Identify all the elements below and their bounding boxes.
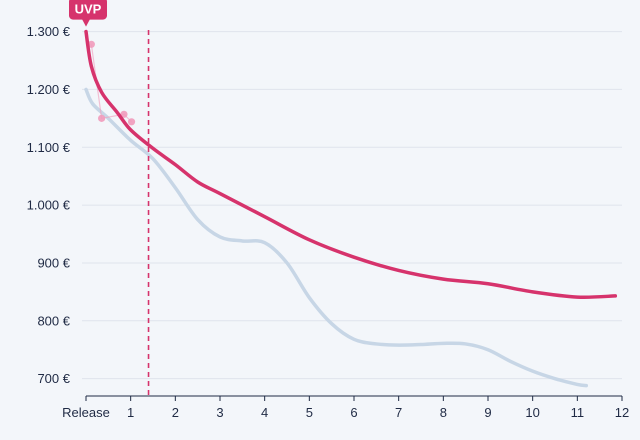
axes: 700 € 800 € 900 € 1.000 € 1.100 € 1.200 € 1.30…	[27, 24, 630, 420]
x-tick-label: Release	[62, 405, 110, 420]
x-tick-label: 6	[350, 405, 357, 420]
secondary-series-line	[84, 87, 589, 388]
x-tick-label: 5	[306, 405, 313, 420]
series	[84, 29, 618, 388]
primary-series-line	[84, 29, 618, 299]
x-tick-label: 8	[440, 405, 447, 420]
x-tick-label: 7	[395, 405, 402, 420]
x-tick-label: 10	[525, 405, 539, 420]
x-tick-label: 2	[172, 405, 179, 420]
overlays: UVP	[69, 0, 150, 396]
y-tick-label: 1.000 €	[27, 198, 71, 213]
uvp-badge-bg	[69, 0, 107, 20]
grid	[82, 31, 622, 380]
y-tick-label: 800 €	[37, 313, 70, 328]
uvp-badge-label: UVP	[75, 2, 102, 17]
y-tick-label: 1.100 €	[27, 140, 71, 155]
uvp-badge: UVP	[69, 0, 107, 27]
y-tick-label: 1.200 €	[27, 82, 71, 97]
x-tick-label: 3	[216, 405, 223, 420]
x-tick-label: 4	[261, 405, 268, 420]
x-tick-label: 11	[571, 405, 585, 420]
y-tick-label: 1.300 €	[27, 24, 71, 39]
y-tick-label: 700 €	[37, 371, 70, 386]
x-tick-label: 9	[484, 405, 491, 420]
x-tick-label: 12	[615, 405, 629, 420]
y-tick-label: 900 €	[37, 255, 70, 270]
x-tick-label: 1	[127, 405, 134, 420]
uvp-badge-pointer	[82, 19, 90, 27]
